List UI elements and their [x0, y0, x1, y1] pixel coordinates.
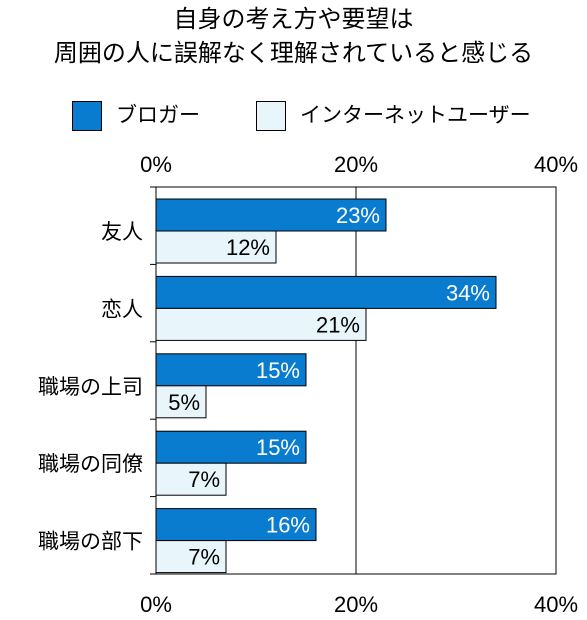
bar: [155, 385, 207, 419]
x-tick-label-top: 20%: [334, 152, 378, 177]
category-label: 恋人: [101, 297, 143, 321]
bar: [155, 353, 307, 387]
chart-title-line1: 自身の考え方や要望は: [173, 5, 414, 33]
category-label: 職場の同僚: [38, 452, 143, 476]
data-label: 23%: [336, 203, 380, 228]
x-tick-label-bottom: 40%: [534, 592, 578, 617]
data-label: 21%: [316, 312, 360, 337]
legend-swatch-internet-users: [256, 101, 286, 131]
data-label: 12%: [226, 235, 270, 260]
legend-swatch-bloggers: [72, 101, 102, 131]
category-label: 職場の上司: [38, 375, 143, 399]
data-label: 15%: [256, 435, 300, 460]
bar: [155, 198, 387, 232]
bar: [155, 307, 367, 341]
data-label: 16%: [266, 513, 310, 538]
bar: [155, 275, 497, 309]
bar: [155, 508, 317, 542]
bar: [155, 430, 307, 464]
bar: [155, 230, 277, 264]
category-label: 友人: [101, 220, 143, 244]
bar: [155, 462, 227, 496]
x-tick-label-top: 0%: [140, 152, 172, 177]
legend-label-internet-users: インターネットユーザー: [300, 103, 531, 127]
legend-label-bloggers: ブロガー: [116, 103, 200, 127]
data-label: 15%: [256, 358, 300, 383]
x-tick-label-top: 40%: [534, 152, 578, 177]
data-label: 34%: [446, 280, 490, 305]
x-tick-label-bottom: 0%: [140, 592, 172, 617]
data-label: 5%: [168, 390, 200, 415]
data-label: 7%: [188, 545, 220, 570]
data-label: 7%: [188, 467, 220, 492]
category-label: 職場の部下: [38, 530, 143, 554]
chart-title-line2: 周囲の人に誤解なく理解されていると感じる: [53, 39, 534, 67]
bar: [155, 540, 227, 574]
x-tick-label-bottom: 20%: [334, 592, 378, 617]
